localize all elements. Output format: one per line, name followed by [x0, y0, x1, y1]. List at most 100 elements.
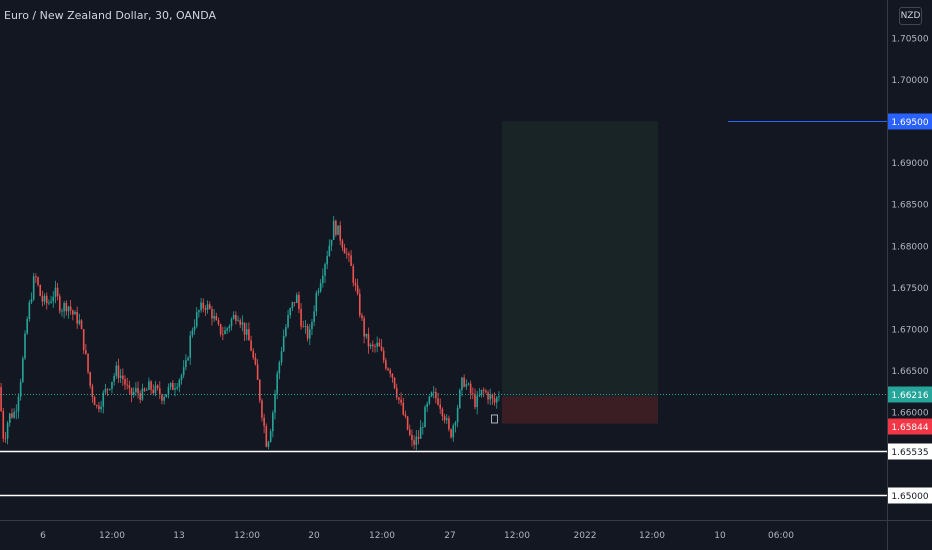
candle-body	[337, 225, 339, 235]
stop-zone	[502, 396, 658, 424]
candle-body	[169, 382, 172, 387]
candle-body	[174, 388, 176, 390]
candle-body	[498, 396, 500, 398]
candle-body	[113, 375, 115, 382]
candle-body	[319, 282, 322, 292]
candle-body	[352, 266, 355, 283]
x-tick-label: 12:00	[99, 531, 125, 541]
candle-body	[135, 388, 137, 393]
candle-body	[348, 253, 350, 256]
candle-body	[222, 334, 224, 335]
candle-body	[106, 388, 109, 390]
candle-body	[193, 326, 196, 331]
candle-body	[24, 333, 26, 359]
candle-body	[372, 344, 374, 347]
candle-body	[69, 306, 72, 311]
candle-body	[356, 285, 359, 294]
position-marker	[491, 414, 498, 424]
candle-body	[2, 411, 5, 439]
x-tick-label: 2022	[574, 531, 597, 541]
candle-body	[89, 372, 92, 386]
candle-body	[382, 350, 385, 361]
entry-price-tag	[888, 418, 932, 435]
candle-body	[280, 351, 283, 363]
candle-body	[378, 342, 381, 347]
candle-body	[143, 388, 146, 391]
candle-body	[15, 411, 18, 413]
candle-body	[474, 394, 476, 408]
candle-body	[387, 368, 389, 371]
candle-body	[350, 255, 352, 267]
candle-body	[454, 422, 457, 426]
candle-body	[17, 396, 20, 412]
candle-body	[41, 295, 44, 302]
candle-body	[150, 381, 152, 390]
candle-body	[217, 320, 220, 325]
candle-body	[19, 381, 22, 397]
candle-body	[317, 291, 320, 293]
candle-body	[402, 402, 405, 415]
candle-body	[298, 294, 300, 309]
candle-body	[343, 247, 346, 254]
candle-body	[239, 320, 242, 325]
candle-body	[154, 385, 157, 394]
candle-body	[130, 388, 133, 395]
candle-body	[82, 329, 85, 351]
candle-body	[72, 310, 74, 315]
x-tick-label: 10	[714, 531, 726, 541]
candle-body	[189, 335, 192, 358]
candle-body	[219, 324, 222, 335]
candle-body	[237, 320, 239, 322]
candle-body	[65, 302, 68, 312]
y-tick-label: 1.67000	[891, 325, 928, 335]
candle-body	[272, 412, 274, 432]
candle-body	[56, 287, 59, 297]
candle-body	[32, 276, 35, 300]
candle-body	[39, 284, 42, 296]
candle-body	[491, 394, 494, 399]
candle-body	[398, 397, 400, 400]
candle-body	[408, 429, 411, 435]
candle-body	[45, 295, 48, 304]
candle-body	[180, 375, 183, 380]
x-tick-label: 27	[444, 531, 455, 541]
currency-button[interactable]: NZD	[899, 7, 922, 25]
candle-body	[80, 320, 83, 330]
candle-body	[215, 316, 218, 321]
candle-body	[463, 377, 465, 387]
candle-body	[195, 312, 198, 327]
candle-body	[211, 308, 213, 319]
candle-body	[43, 295, 46, 302]
candle-body	[185, 360, 187, 368]
candle-body	[313, 311, 315, 322]
candle-body	[111, 381, 113, 389]
candle-body	[448, 418, 450, 430]
candle-body	[361, 315, 363, 319]
candle-body	[478, 395, 481, 396]
candle-body	[102, 392, 105, 407]
candle-body	[487, 392, 489, 400]
candle-body	[241, 322, 244, 325]
candle-body	[254, 357, 257, 365]
candle-body	[95, 405, 98, 406]
candle-body	[393, 377, 396, 389]
candle-body	[167, 386, 170, 395]
candle-body	[269, 431, 272, 442]
candle-body	[58, 296, 61, 312]
candle-body	[291, 302, 294, 309]
candle-body	[213, 316, 215, 319]
candle-body	[476, 395, 478, 408]
candle-body	[226, 328, 228, 331]
x-tick-label: 12:00	[369, 531, 395, 541]
horizontal-level-label: 1.65000	[891, 492, 928, 502]
x-tick-label: 6	[40, 531, 46, 541]
x-tick-label: 20	[308, 531, 320, 541]
target-zone	[502, 121, 658, 397]
candle-body	[467, 383, 470, 385]
x-tick-label: 06:00	[768, 531, 794, 541]
candle-body	[439, 404, 442, 409]
candle-body	[200, 302, 202, 311]
candle-body	[480, 389, 483, 396]
candle-body	[132, 392, 135, 395]
